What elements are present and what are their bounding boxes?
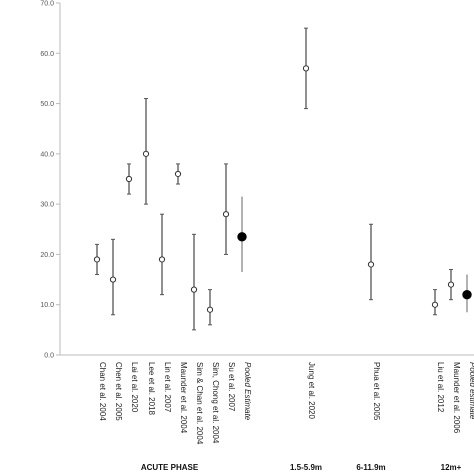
estimate-marker — [190, 286, 198, 293]
phase-label: 1.5-5.9m — [290, 463, 322, 472]
study-point — [125, 163, 133, 195]
study-point — [302, 27, 310, 110]
y-tick-label: 20.0 — [40, 252, 54, 259]
study-label: Pooled estimate — [468, 362, 474, 420]
y-tick-label: 40.0 — [40, 151, 54, 158]
estimate-marker — [431, 301, 439, 308]
study-label: Chen et al. 2005 — [114, 362, 123, 421]
study-label: Sim, Chong et al. 2004 — [211, 362, 220, 444]
study-label: Liu et al. 2012 — [436, 362, 445, 413]
study-point — [158, 213, 166, 296]
study-point — [367, 223, 375, 301]
y-tick-label: 0.0 — [44, 353, 54, 360]
study-label: Pooled Estimate — [243, 362, 252, 421]
study-point — [447, 269, 455, 301]
estimate-marker — [142, 150, 150, 157]
estimate-marker — [109, 276, 117, 283]
estimate-marker — [206, 306, 214, 313]
y-axis-ticks: 0.0 10.0 20.0 30.0 40.0 50.0 60.0 70.0 — [40, 1, 60, 360]
estimate-marker — [302, 65, 310, 72]
study-point — [93, 243, 101, 276]
study-point — [109, 238, 117, 316]
estimate-marker — [93, 256, 101, 263]
pooled-marker — [462, 289, 472, 300]
study-label: Phua et al. 2005 — [372, 362, 381, 421]
pooled-estimate-point — [462, 274, 472, 313]
pooled-marker — [237, 232, 247, 242]
study-point — [206, 289, 214, 326]
data-points — [93, 27, 472, 331]
phase-label: 6-11.9m — [356, 463, 385, 472]
estimate-marker — [367, 261, 375, 268]
study-label: Lin et al. 2007 — [163, 362, 172, 413]
phase-labels: ACUTE PHASE 1.5-5.9m 6-11.9m 12m+ — [141, 463, 462, 472]
study-label: Sim & Chan et al. 2004 — [195, 362, 204, 445]
y-tick-label: 30.0 — [40, 202, 54, 209]
phase-label: ACUTE PHASE — [141, 463, 199, 472]
study-label: Maunder et al. 2006 — [452, 362, 461, 434]
study-label: Chan et al. 2004 — [98, 362, 107, 421]
study-label: Lai et al. 2020 — [130, 362, 139, 413]
estimate-marker — [125, 175, 133, 183]
pooled-estimate-point — [237, 196, 247, 273]
estimate-marker — [447, 281, 455, 288]
study-point — [174, 163, 182, 185]
estimate-marker — [222, 211, 230, 218]
study-label: Jung et al. 2020 — [307, 362, 316, 419]
y-tick-label: 70.0 — [40, 1, 54, 8]
study-labels: Chan et al. 2004 Chen et al. 2005 Lai et a… — [98, 362, 474, 445]
study-label: Lee et al. 2018 — [147, 362, 156, 415]
y-tick-label: 60.0 — [40, 51, 54, 58]
study-label: Su et al. 2007 — [227, 362, 236, 412]
study-point — [222, 163, 230, 255]
y-tick-label: 50.0 — [40, 101, 54, 108]
study-point — [431, 289, 439, 316]
study-label: Maunder et al. 2004 — [179, 362, 188, 434]
estimate-marker — [158, 256, 166, 263]
y-tick-label: 10.0 — [40, 302, 54, 309]
study-point — [190, 233, 198, 331]
estimate-marker — [174, 170, 182, 178]
phase-label: 12m+ — [441, 463, 462, 472]
study-point — [142, 98, 150, 205]
